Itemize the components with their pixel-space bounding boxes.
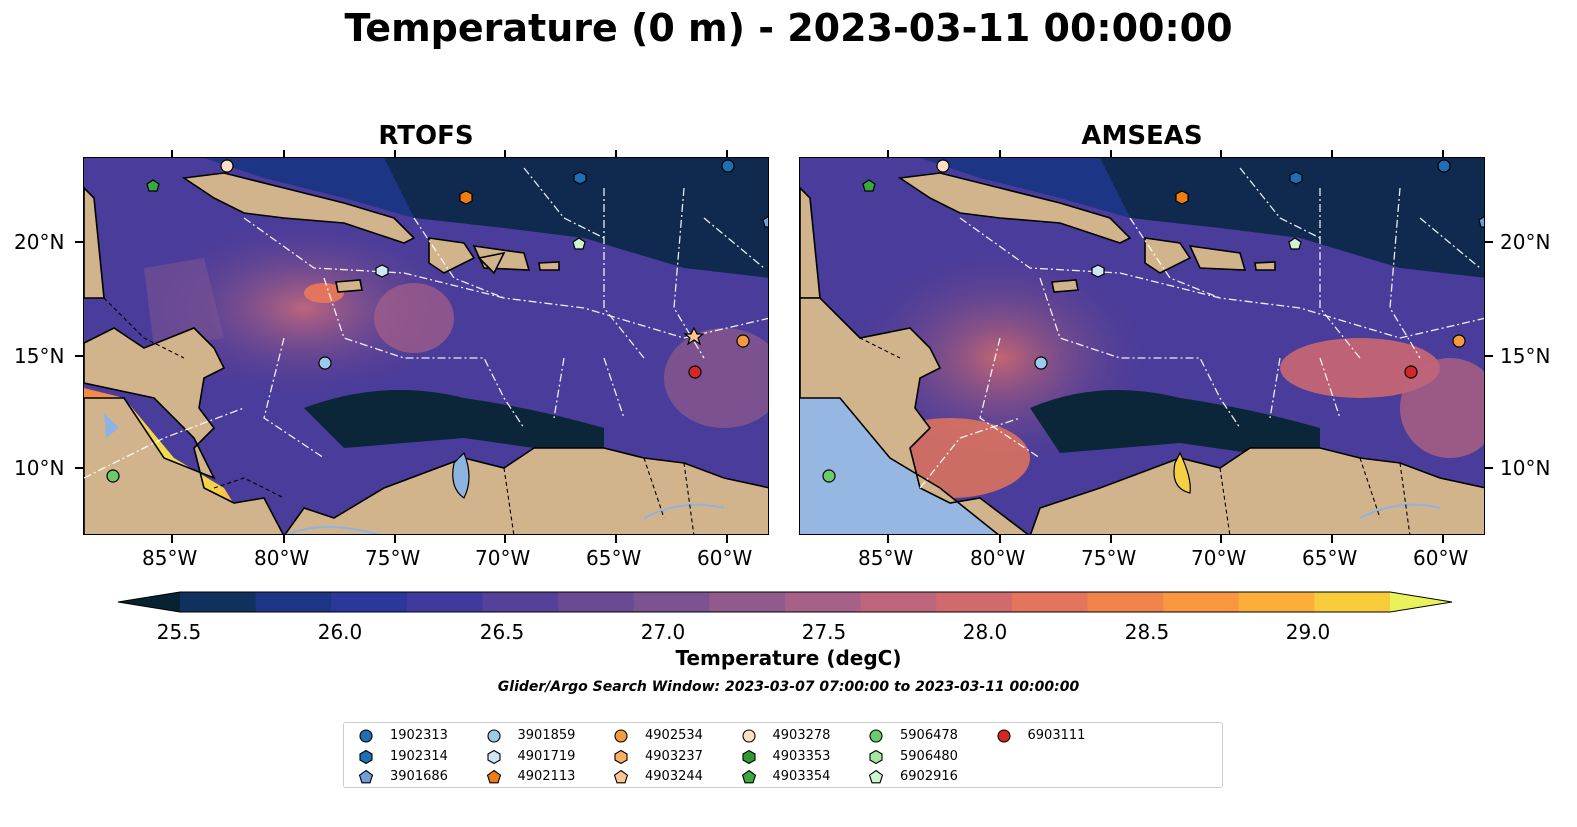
lon-label-65w-amseas: 65°W [1302,546,1358,570]
lat-label-20n-left: 20°N [14,230,65,254]
colorbar-segment [1238,592,1315,612]
colorbar-tick: 27.0 [640,620,686,644]
axis-ticks [75,150,1493,543]
colorbar-segment [1087,592,1164,612]
amseas-map-graphic [800,158,1484,534]
lat-label-10n-right: 10°N [1500,456,1551,480]
lon-label-85w-amseas: 85°W [858,546,914,570]
legend-label: 4901719 [517,748,576,764]
lon-label-65w-rtofs: 65°W [586,546,642,570]
colorbar-segment [936,592,1013,612]
legend-marker-circle-icon [359,729,373,743]
legend-marker-pentagon-icon [868,769,884,784]
colorbar-segment [709,592,786,612]
legend-label: 6902916 [900,769,958,784]
legend-marker-circle-icon [486,729,501,743]
colorbar-segment [331,592,408,612]
legend-marker-pentagon-icon [486,769,501,784]
legend-label: 1902314 [390,748,448,764]
lon-label-80w-amseas: 80°W [970,546,1026,570]
colorbar-segment [255,592,332,612]
colorbar-label: Temperature (degC) [675,646,902,670]
colorbar-segment [1011,592,1089,612]
lon-label-80w-rtofs: 80°W [254,546,310,570]
colorbar-segment [1163,592,1240,612]
lon-label-85w-rtofs: 85°W [142,546,198,570]
legend-marker-hexagon-icon [741,749,756,764]
marker-4903278 [220,159,234,173]
map-rtofs [83,157,769,535]
colorbar [117,591,1453,613]
legend-marker-hexagon-icon [869,749,883,764]
lat-label-15n-right: 15°N [1500,344,1551,368]
colorbar-segment [482,592,559,612]
panel-title-rtofs: RTOFS [378,121,474,151]
legend-marker-pentagon-icon [613,769,629,784]
search-window-text: Glider/Argo Search Window: 2023-03-07 07… [497,679,1080,695]
legend-label: 5906480 [900,748,958,764]
lat-label-20n-right: 20°N [1500,230,1551,254]
map-amseas [799,157,1485,535]
colorbar-tick: 26.0 [317,620,363,644]
colorbar-segment [785,592,862,612]
legend-marker-hexagon-icon [359,749,373,764]
lat-label-10n-left: 10°N [14,456,65,480]
legend-label: 4903244 [645,769,703,784]
rtofs-map-graphic [84,158,768,534]
legend-marker-hexagon-icon [486,749,501,764]
marker-1902313 [721,159,735,173]
legend-label: 3901686 [390,769,448,784]
legend: 1902313 1902314 3901686 3901859 4901719 49021… [343,722,1223,788]
legend-label: 4902113 [517,769,576,784]
lon-label-60w-rtofs: 60°W [697,546,753,570]
colorbar-tick: 25.5 [156,620,202,644]
lon-label-75w-rtofs: 75°W [365,546,421,570]
colorbar-extend-min [118,592,180,612]
panel-title-amseas: AMSEAS [1081,121,1203,151]
colorbar-tick: 28.0 [962,620,1008,644]
colorbar-segment [633,592,710,612]
colorbar-segment [1314,592,1391,612]
legend-marker-pentagon-icon [358,769,374,784]
lat-label-15n-left: 15°N [14,344,65,368]
lon-label-70w-amseas: 70°W [1191,546,1247,570]
lon-label-60w-amseas: 60°W [1413,546,1469,570]
marker-4903354 [146,179,160,192]
legend-label: 4903354 [772,769,831,784]
legend-marker-circle-icon [996,729,1011,743]
lon-label-75w-amseas: 75°W [1081,546,1137,570]
page-title: Temperature (0 m) - 2023-03-11 00:00:00 [344,6,1233,50]
colorbar-segment [180,592,257,612]
colorbar-segment [860,592,937,612]
legend-marker-circle-icon [741,729,756,743]
legend-marker-pentagon-icon [741,769,756,784]
legend-label: 4903353 [772,748,831,764]
legend-marker-circle-icon [869,729,883,743]
legend-marker-hexagon-icon [614,749,628,764]
colorbar-tick: 28.5 [1124,620,1170,644]
colorbar-extend-max [1390,592,1452,612]
colorbar-segment [558,592,635,612]
lon-label-70w-rtofs: 70°W [475,546,531,570]
legend-label: 6903111 [1027,728,1086,743]
legend-label: 4903237 [645,748,703,764]
colorbar-segment [406,592,484,612]
colorbar-tick: 29.0 [1285,620,1331,644]
legend-label: 4903278 [772,728,831,743]
colorbar-tick: 27.5 [801,620,847,644]
legend-label: 4902534 [645,728,703,743]
legend-marker-circle-icon [614,729,628,743]
legend-label: 5906478 [900,728,958,743]
legend-label: 3901859 [517,728,576,743]
colorbar-outline [117,591,1453,613]
legend-label: 1902313 [390,728,448,743]
colorbar-tick: 26.5 [479,620,525,644]
